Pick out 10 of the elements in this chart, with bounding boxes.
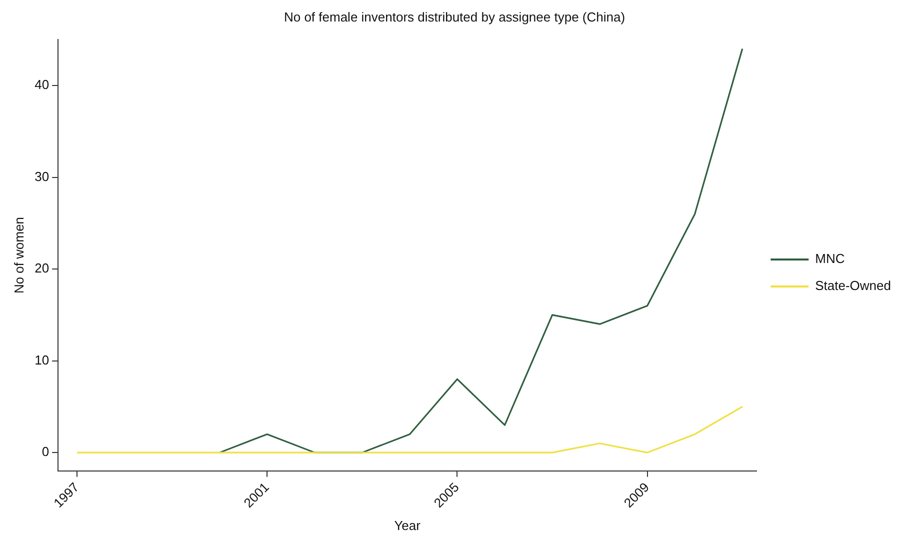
legend-label: State-Owned — [815, 278, 891, 294]
y-tick-label: 20 — [34, 260, 50, 276]
y-axis-title: No of women — [11, 216, 26, 294]
legend-label: MNC — [815, 251, 845, 266]
y-tick-label: 30 — [34, 168, 50, 184]
y-tick-label: 40 — [34, 77, 50, 92]
chart-title: No of female inventors distributed by assignee type (China) — [284, 9, 626, 24]
x-axis-title: Year — [394, 518, 422, 533]
y-tick-label: 0 — [42, 444, 50, 460]
y-tick-label: 10 — [34, 352, 50, 368]
